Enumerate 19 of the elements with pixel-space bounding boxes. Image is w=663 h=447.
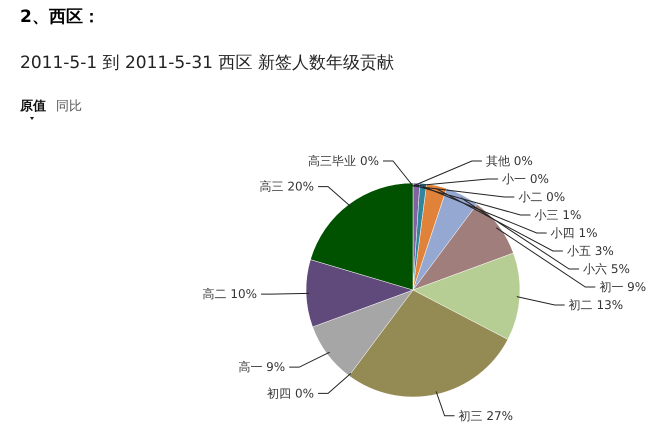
slice-label: 初三 27% [458, 408, 514, 423]
text: 原值 [19, 99, 46, 114]
slice-label: 高一 9% [238, 360, 286, 374]
slice-label: 小三 1% [534, 208, 582, 222]
category-label: 高三毕业 0% [308, 154, 379, 168]
slice-label: 小五 3% [566, 244, 614, 258]
chart-subtitle: 2011-5-1 到 2011-5-31 西区 新签人数年级贡献 [20, 53, 394, 73]
text: 同比 [56, 99, 82, 114]
slice-label: 小六 5% [583, 262, 630, 276]
slice-label: 小四 1% [550, 226, 598, 240]
slice-label: 高二 10% [202, 287, 258, 302]
slice-label: 初一 9% [599, 280, 646, 294]
category-label: 初四 0% [267, 386, 314, 400]
slice-label: 初二 13% [568, 298, 624, 312]
category-label: 小一 0% [502, 172, 549, 186]
text: 2、西区： [20, 7, 100, 27]
category-label: 其他 0% [486, 154, 533, 168]
slice-label: 高三 20% [260, 180, 314, 194]
category-label: 小二 0% [518, 190, 566, 204]
